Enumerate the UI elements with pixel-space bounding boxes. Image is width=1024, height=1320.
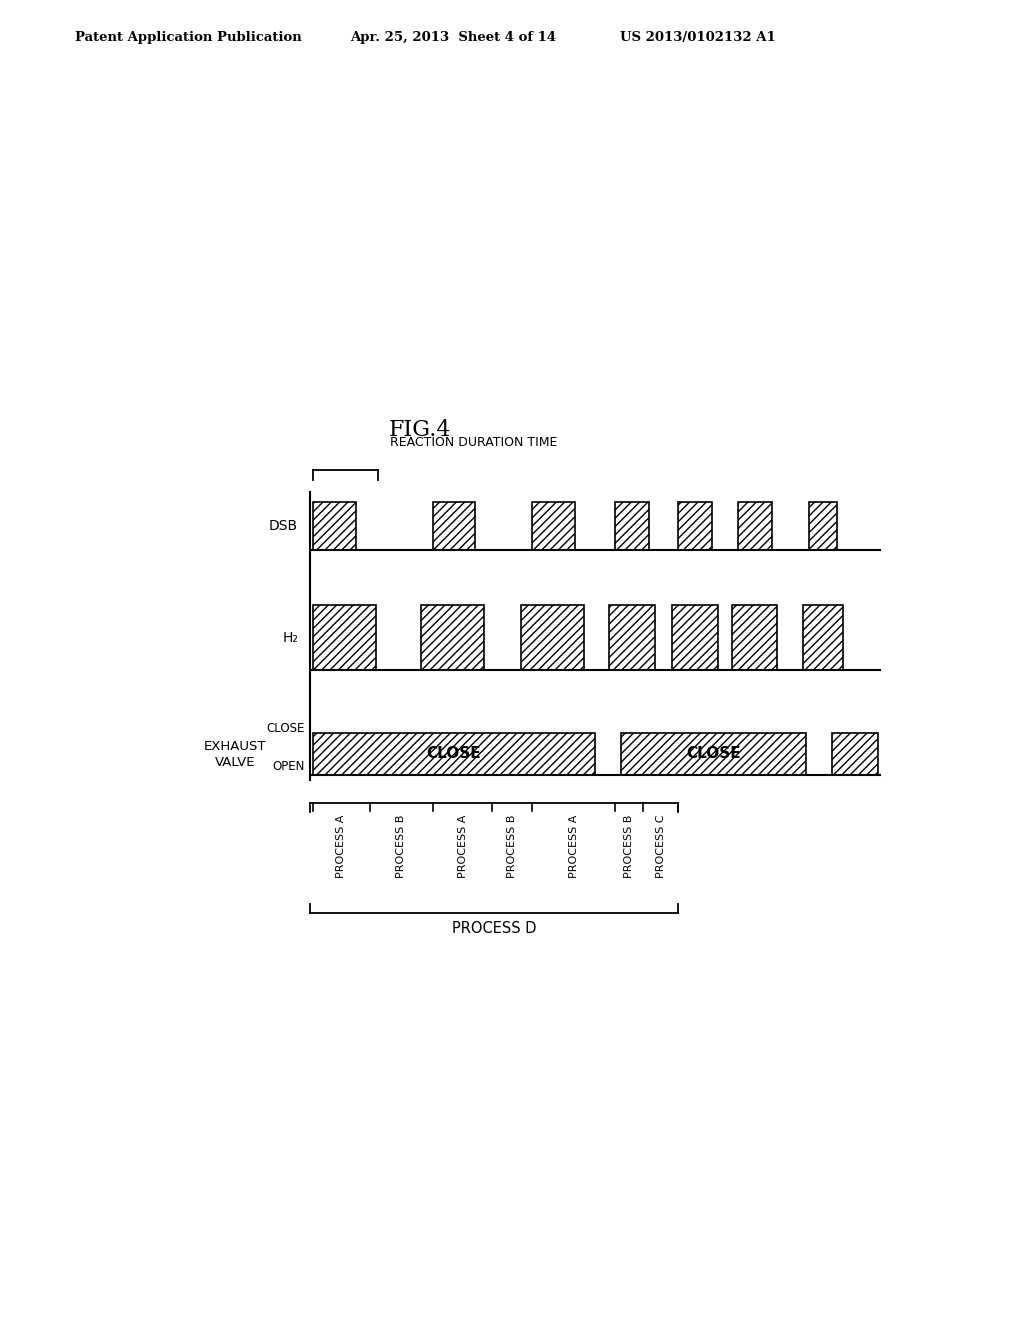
Text: PROCESS A: PROCESS A (336, 814, 346, 878)
Text: CLOSE: CLOSE (686, 747, 740, 762)
Text: Patent Application Publication: Patent Application Publication (75, 30, 302, 44)
Bar (621, 733, 806, 775)
Text: PROCESS A: PROCESS A (569, 814, 579, 878)
Bar (532, 502, 575, 550)
Text: PROCESS B: PROCESS B (507, 814, 517, 878)
Text: DSB: DSB (269, 519, 298, 533)
Text: PROCESS B: PROCESS B (396, 814, 407, 878)
Bar (615, 502, 649, 550)
Bar (313, 733, 595, 775)
Bar (672, 605, 718, 671)
Text: CLOSE: CLOSE (266, 722, 305, 735)
Bar (432, 502, 475, 550)
Text: CLOSE: CLOSE (427, 747, 481, 762)
Bar (678, 502, 712, 550)
Text: H₂: H₂ (283, 631, 298, 644)
Bar (737, 502, 772, 550)
Text: EXHAUST: EXHAUST (204, 739, 266, 752)
Text: VALVE: VALVE (215, 755, 255, 768)
Bar (803, 605, 843, 671)
Text: Apr. 25, 2013  Sheet 4 of 14: Apr. 25, 2013 Sheet 4 of 14 (350, 30, 556, 44)
Text: PROCESS D: PROCESS D (452, 921, 537, 936)
Text: US 2013/0102132 A1: US 2013/0102132 A1 (620, 30, 776, 44)
Text: PROCESS B: PROCESS B (625, 814, 634, 878)
Text: PROCESS C: PROCESS C (655, 814, 666, 879)
Bar (809, 502, 838, 550)
Text: FIG.4: FIG.4 (389, 418, 452, 441)
Bar (313, 502, 355, 550)
Bar (313, 605, 376, 671)
Bar (831, 733, 879, 775)
Bar (732, 605, 777, 671)
Bar (609, 605, 655, 671)
Bar (421, 605, 484, 671)
Text: REACTION DURATION TIME: REACTION DURATION TIME (390, 436, 557, 449)
Text: PROCESS A: PROCESS A (458, 814, 468, 878)
Text: OPEN: OPEN (272, 760, 305, 774)
Bar (521, 605, 584, 671)
